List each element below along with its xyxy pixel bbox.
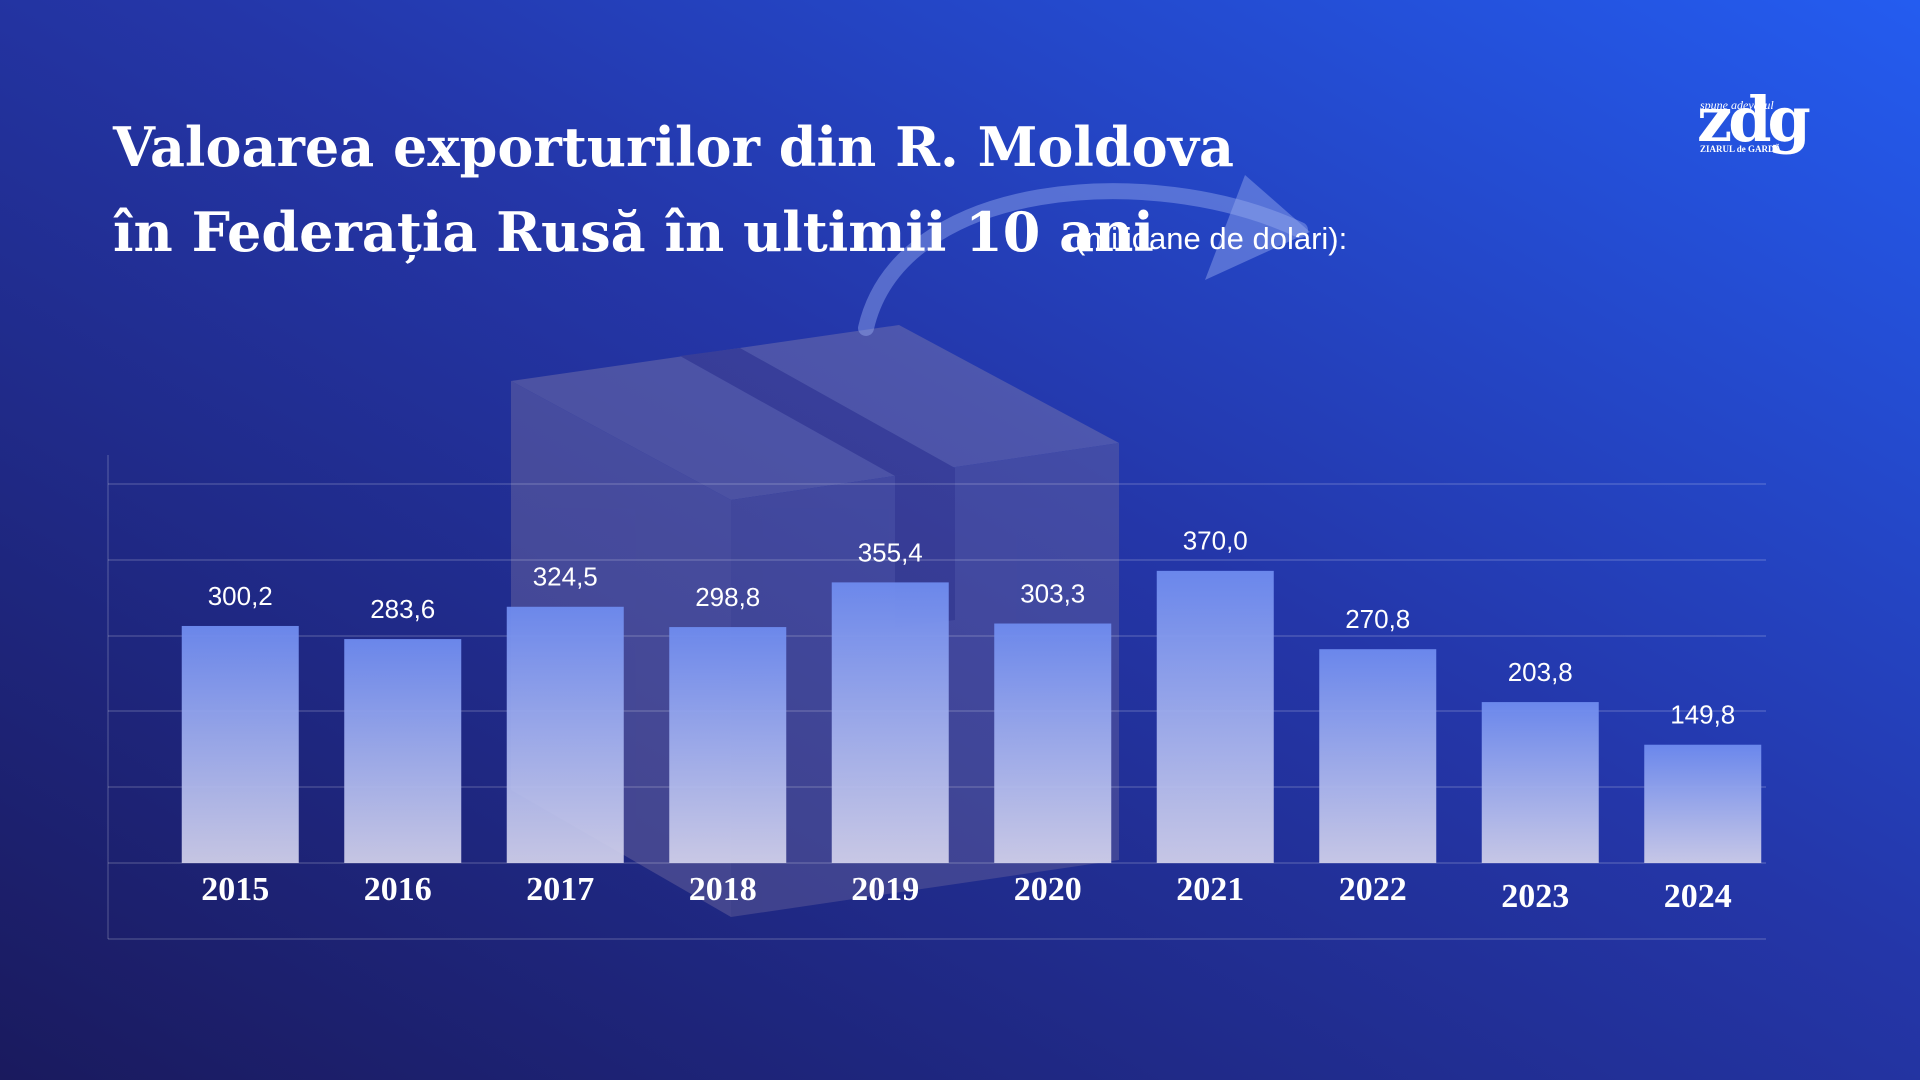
bar (669, 627, 787, 863)
x-tick-label: 2020 (1014, 871, 1082, 908)
logo: spune adevărul zdg ZIARUL de GARDĂ (1697, 83, 1814, 156)
value-label: 355,4 (858, 537, 923, 567)
value-label: 283,6 (370, 594, 435, 624)
value-label: 370,0 (1183, 526, 1248, 556)
x-tick-label: 2019 (851, 871, 919, 908)
bar (1319, 649, 1437, 863)
bar (1156, 570, 1274, 863)
title-line: Valoarea exporturilor din R. Moldova (112, 115, 1234, 179)
value-label: 324,5 (533, 562, 598, 592)
x-tick-label: 2022 (1339, 871, 1407, 908)
arrow-decoration (858, 183, 1308, 336)
plot: 300,2 2015 283,6 2016 324,5 2017 298,8 2018 355,… (181, 526, 1762, 915)
value-label: 300,2 (208, 581, 273, 611)
bar (1644, 744, 1762, 863)
value-label: 298,8 (695, 582, 760, 612)
bar (831, 582, 949, 863)
bar (506, 606, 624, 863)
arrow-head (1205, 175, 1310, 280)
value-label: 270,8 (1345, 604, 1410, 634)
x-tick-label: 2021 (1176, 871, 1244, 908)
subtitle: (milioane de dolari): (1075, 221, 1347, 256)
bar (1481, 702, 1599, 863)
x-tick-label: 2017 (526, 871, 594, 908)
logo-publisher: ZIARUL de GARDĂ (1700, 144, 1782, 154)
x-tick-label: 2015 (201, 871, 269, 908)
title-line: în Federația Rusă în ultimii 10 ani (113, 200, 1154, 264)
value-label: 149,8 (1670, 700, 1735, 730)
x-tick-label: 2023 (1501, 878, 1569, 915)
x-tick-label: 2016 (364, 871, 432, 908)
x-tick-label: 2024 (1664, 878, 1732, 915)
bar (344, 639, 462, 863)
value-label: 203,8 (1508, 657, 1573, 687)
x-tick-label: 2018 (689, 871, 757, 908)
bar (994, 623, 1112, 863)
value-label: 303,3 (1020, 578, 1085, 608)
logo-name: zdg (1697, 83, 1810, 156)
logo-tagline: spune adevărul (1700, 98, 1774, 112)
bar (181, 625, 299, 863)
